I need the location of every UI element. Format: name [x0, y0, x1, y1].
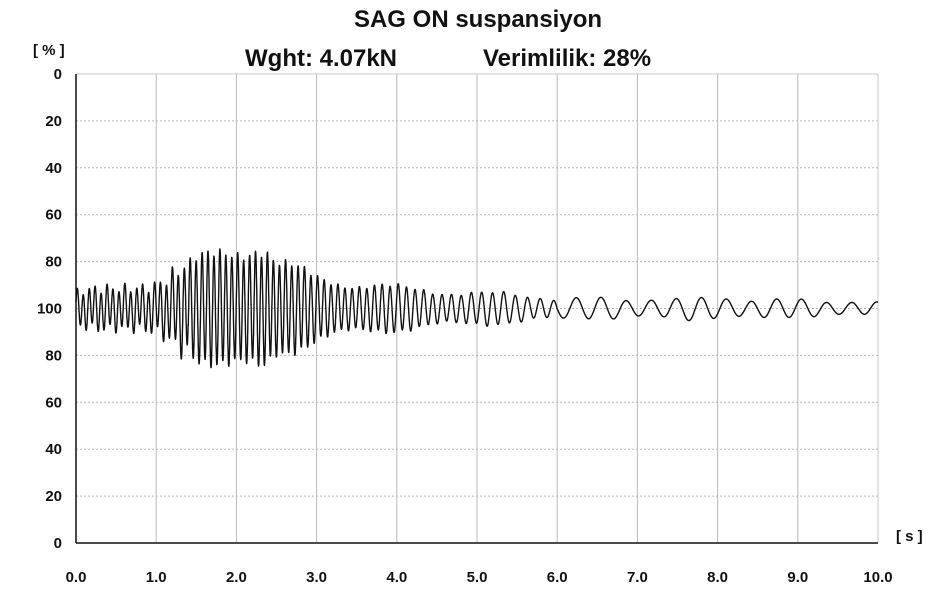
- chart-subtitle-weight: Wght: 4.07kN: [245, 45, 397, 72]
- x-tick-label: 0.0: [66, 569, 87, 586]
- x-tick-label: 2.0: [226, 569, 247, 586]
- x-tick-label: 10.0: [863, 569, 892, 586]
- y-tick-label: 40: [45, 160, 62, 177]
- y-axis-unit: [ % ]: [33, 42, 65, 59]
- y-tick-label: 80: [45, 347, 62, 364]
- axes: [75, 73, 879, 544]
- x-tick-label: 1.0: [146, 569, 167, 586]
- y-tick-label: 0: [54, 66, 62, 83]
- y-tick-label: 40: [45, 441, 62, 458]
- x-tick-label: 7.0: [627, 569, 648, 586]
- series-layer: [75, 248, 879, 369]
- x-tick-label: 4.0: [386, 569, 407, 586]
- chart-subtitle-efficiency: Verimlilik: 28%: [483, 45, 651, 72]
- y-tick-label: 60: [45, 394, 62, 411]
- x-tick-label: 3.0: [306, 569, 327, 586]
- y-tick-label: 100: [37, 301, 62, 318]
- chart-title: SAG ON suspansiyon: [354, 6, 602, 33]
- y-tick-label: 0: [54, 535, 62, 552]
- x-tick-labels: 0.0 1.0 2.0 3.0 4.0 5.0 6.0 7.0 8.0 9.0 10.0: [66, 569, 893, 586]
- series-line: [75, 248, 879, 369]
- y-tick-labels: 0 20 40 60 80 100 80 60 40 20 0: [37, 66, 62, 552]
- x-tick-label: 5.0: [467, 569, 488, 586]
- y-tick-label: 20: [45, 488, 62, 505]
- x-tick-label: 9.0: [787, 569, 808, 586]
- y-tick-label: 20: [45, 113, 62, 130]
- x-tick-label: 8.0: [707, 569, 728, 586]
- y-tick-label: 60: [45, 207, 62, 224]
- x-axis-unit: [ s ]: [896, 528, 923, 545]
- y-tick-label: 80: [45, 254, 62, 271]
- x-tick-label: 6.0: [547, 569, 568, 586]
